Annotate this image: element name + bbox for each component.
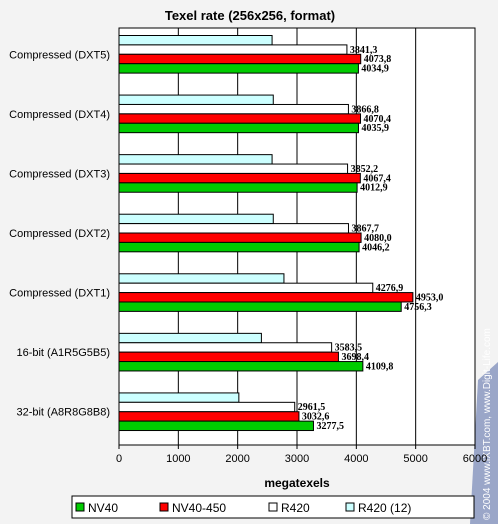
- x-tick-label: 0: [116, 453, 122, 465]
- legend-label-nv40: NV40: [88, 501, 118, 515]
- x-axis-label: megatexels: [264, 476, 330, 490]
- bar-nv40-450: [118, 351, 339, 363]
- bar-r420-12: [118, 332, 262, 344]
- bar-nv40: [118, 301, 402, 312]
- category-label: Compressed (DXT4): [9, 109, 110, 121]
- bar-r420: [118, 342, 333, 353]
- value-label: 4276,9: [376, 283, 404, 294]
- value-label: 4012,9: [360, 183, 388, 194]
- bar-nv40-450: [118, 411, 300, 422]
- legend-label-r420-12: R420 (12): [358, 501, 411, 515]
- legend-swatch-nv40: [75, 502, 85, 512]
- watermark-text: © 2004 www.iXBT.com, www.Digit-Life.com: [482, 328, 493, 520]
- bar-r420-12: [118, 213, 274, 225]
- value-label: 4034,9: [361, 64, 389, 75]
- value-label: 3841,3: [350, 45, 378, 56]
- bar-r420: [118, 103, 349, 115]
- bar-r420: [118, 282, 374, 294]
- bar-r420-12: [118, 273, 285, 284]
- bar-r420-12: [118, 94, 274, 105]
- legend: NV40 NV40-450 R420 R420 (12): [71, 495, 475, 519]
- value-label: 4046,2: [362, 242, 390, 253]
- bar-nv40: [118, 361, 364, 372]
- bar-r420-12: [118, 154, 273, 165]
- category-label: 32-bit (A8R8G8B8): [16, 407, 110, 419]
- x-tick-label: 2000: [225, 453, 249, 465]
- category-label: Compressed (DXT5): [9, 49, 110, 61]
- bars: [118, 35, 414, 432]
- value-label: 4756,3: [404, 302, 432, 313]
- category-label: Compressed (DXT1): [9, 288, 110, 300]
- x-tick-labels: 0 1000 2000 3000 4000 5000 6000: [116, 445, 487, 465]
- x-tick-label: 5000: [403, 453, 427, 465]
- bar-nv40-450: [118, 292, 414, 303]
- value-label: 3032,6: [302, 412, 330, 423]
- bar-r420: [118, 163, 349, 174]
- legend-label-r420: R420: [281, 501, 310, 515]
- value-label: 4953,0: [416, 292, 444, 303]
- legend-swatch-r420-12: [345, 502, 355, 512]
- category-labels: Compressed (DXT5) Compressed (DXT4) Compre…: [9, 49, 110, 418]
- value-label: 4035,9: [361, 123, 389, 134]
- legend-swatch-r420: [268, 502, 278, 512]
- value-label: 3852,2: [351, 164, 379, 175]
- x-tick-label: 4000: [344, 453, 368, 465]
- value-label: 2961,5: [298, 402, 326, 413]
- bar-r420-12: [118, 35, 273, 46]
- bar-nv40: [118, 122, 359, 134]
- chart-title: Texel rate (256x256, format): [165, 8, 335, 23]
- bar-nv40-450: [118, 232, 362, 243]
- value-label: 4067,4: [363, 173, 391, 184]
- category-label: Compressed (DXT3): [9, 168, 110, 180]
- bar-r420: [118, 44, 348, 55]
- x-tick-label: 1000: [166, 453, 190, 465]
- bar-r420: [118, 223, 349, 234]
- bar-r420: [118, 401, 296, 413]
- legend-label-nv40-450: NV40-450: [172, 501, 226, 515]
- category-label: 16-bit (A1R5G5B5): [16, 347, 110, 359]
- x-tick-label: 3000: [285, 453, 309, 465]
- bar-nv40-450: [118, 53, 362, 65]
- legend-swatch-nv40-450: [159, 502, 169, 512]
- bar-r420-12: [118, 392, 240, 403]
- bar-nv40: [118, 241, 360, 253]
- bar-nv40-450: [118, 172, 361, 184]
- x-tick-label: 6000: [463, 453, 487, 465]
- value-label: 3698,4: [341, 352, 369, 363]
- bar-nv40: [118, 63, 359, 74]
- watermark-banner: [470, 362, 498, 524]
- category-label: Compressed (DXT2): [9, 228, 110, 240]
- bar-nv40: [118, 182, 358, 193]
- value-label: 4070,4: [364, 114, 392, 125]
- value-label: 4073,8: [364, 54, 392, 65]
- value-label: 4109,8: [366, 361, 394, 372]
- value-label: 3583,5: [335, 343, 363, 354]
- bar-nv40-450: [118, 113, 362, 124]
- value-label: 4080,0: [364, 233, 392, 244]
- value-label: 3867,7: [351, 224, 379, 235]
- value-label: 3866,8: [351, 104, 379, 115]
- bar-nv40: [118, 420, 314, 432]
- value-label: 3277,5: [316, 421, 344, 432]
